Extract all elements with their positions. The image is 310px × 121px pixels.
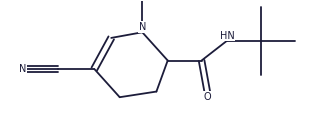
Text: N: N (19, 64, 27, 74)
Text: HN: HN (219, 31, 234, 41)
Text: O: O (203, 92, 211, 102)
Text: N: N (139, 22, 146, 32)
